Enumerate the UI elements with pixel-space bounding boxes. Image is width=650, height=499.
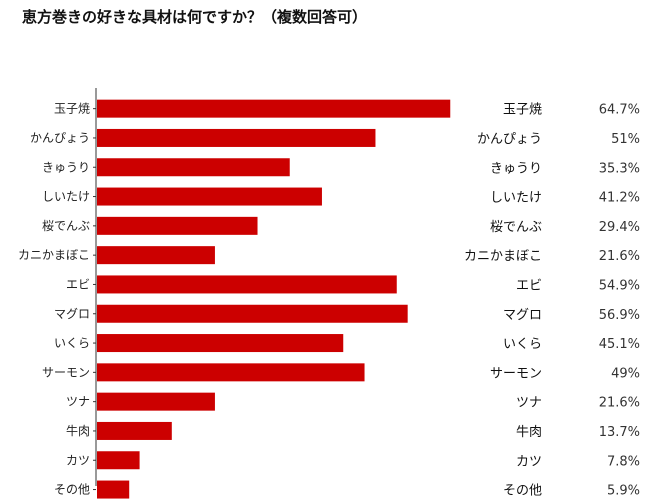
chart-title: 恵方巻きの好きな具材は何ですか？（複数回答可）	[22, 8, 368, 26]
right-category-label: その他	[503, 484, 542, 499]
right-category-label: 牛肉	[516, 425, 542, 440]
value-label: 64.7%	[599, 103, 640, 118]
category-label: しいたけ	[42, 190, 90, 204]
bar	[97, 334, 344, 353]
right-category-label: かんぴょう	[477, 132, 542, 147]
value-label: 21.6%	[599, 396, 640, 411]
category-label: 玉子焼	[54, 102, 90, 116]
value-label: 13.7%	[599, 425, 640, 440]
value-label: 51%	[611, 132, 640, 147]
category-label: 桜でんぶ	[42, 219, 90, 233]
bar	[97, 392, 215, 411]
bar	[97, 99, 451, 118]
value-label: 29.4%	[599, 220, 640, 235]
value-label: 45.1%	[599, 337, 640, 352]
category-label: カツ	[66, 453, 90, 467]
right-category-label: いくら	[503, 337, 542, 352]
category-label: かんぴょう	[30, 131, 90, 145]
value-label: 21.6%	[599, 249, 640, 264]
bar	[97, 421, 172, 440]
bar	[97, 246, 215, 265]
category-label: マグロ	[54, 307, 90, 321]
category-label: ツナ	[66, 395, 90, 409]
category-label: きゅうり	[42, 160, 90, 174]
bar	[97, 363, 365, 382]
bar	[97, 275, 397, 294]
bar	[97, 187, 322, 206]
right-category-label: マグロ	[503, 308, 542, 323]
category-label: カニかまぼこ	[18, 248, 90, 262]
bar	[97, 480, 130, 499]
right-category-label: カニかまぼこ	[464, 249, 542, 264]
bar	[97, 216, 258, 235]
category-label: サーモン	[42, 365, 90, 379]
bar	[97, 451, 140, 470]
value-label: 41.2%	[599, 191, 640, 206]
value-label: 49%	[611, 366, 640, 381]
value-label: 7.8%	[607, 454, 640, 469]
category-label: いくら	[54, 336, 90, 350]
value-label: 54.9%	[599, 278, 640, 293]
right-category-label: ツナ	[516, 396, 542, 411]
right-category-label: サーモン	[490, 366, 542, 381]
value-label: 56.9%	[599, 308, 640, 323]
right-category-label: エビ	[516, 278, 542, 293]
category-label: その他	[54, 483, 90, 497]
bar	[97, 158, 290, 177]
bar	[97, 128, 376, 147]
category-label: 牛肉	[66, 423, 90, 438]
value-label: 5.9%	[607, 484, 640, 499]
right-category-label: しいたけ	[490, 191, 542, 206]
right-category-label: 玉子焼	[503, 103, 542, 118]
bar	[97, 304, 408, 323]
right-category-label: きゅうり	[490, 161, 542, 176]
right-category-label: 桜でんぶ	[490, 220, 542, 235]
right-category-label: カツ	[516, 454, 542, 469]
value-label: 35.3%	[599, 161, 640, 176]
category-label: エビ	[66, 277, 90, 291]
